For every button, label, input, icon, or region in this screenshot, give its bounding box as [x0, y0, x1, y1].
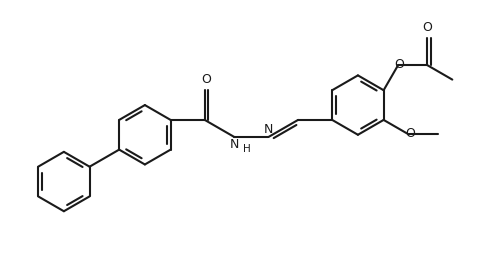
Text: N: N: [264, 123, 273, 136]
Text: H: H: [243, 144, 251, 154]
Text: O: O: [201, 73, 211, 86]
Text: N: N: [230, 138, 239, 151]
Text: O: O: [394, 58, 404, 71]
Text: O: O: [422, 21, 432, 34]
Text: O: O: [405, 127, 415, 140]
